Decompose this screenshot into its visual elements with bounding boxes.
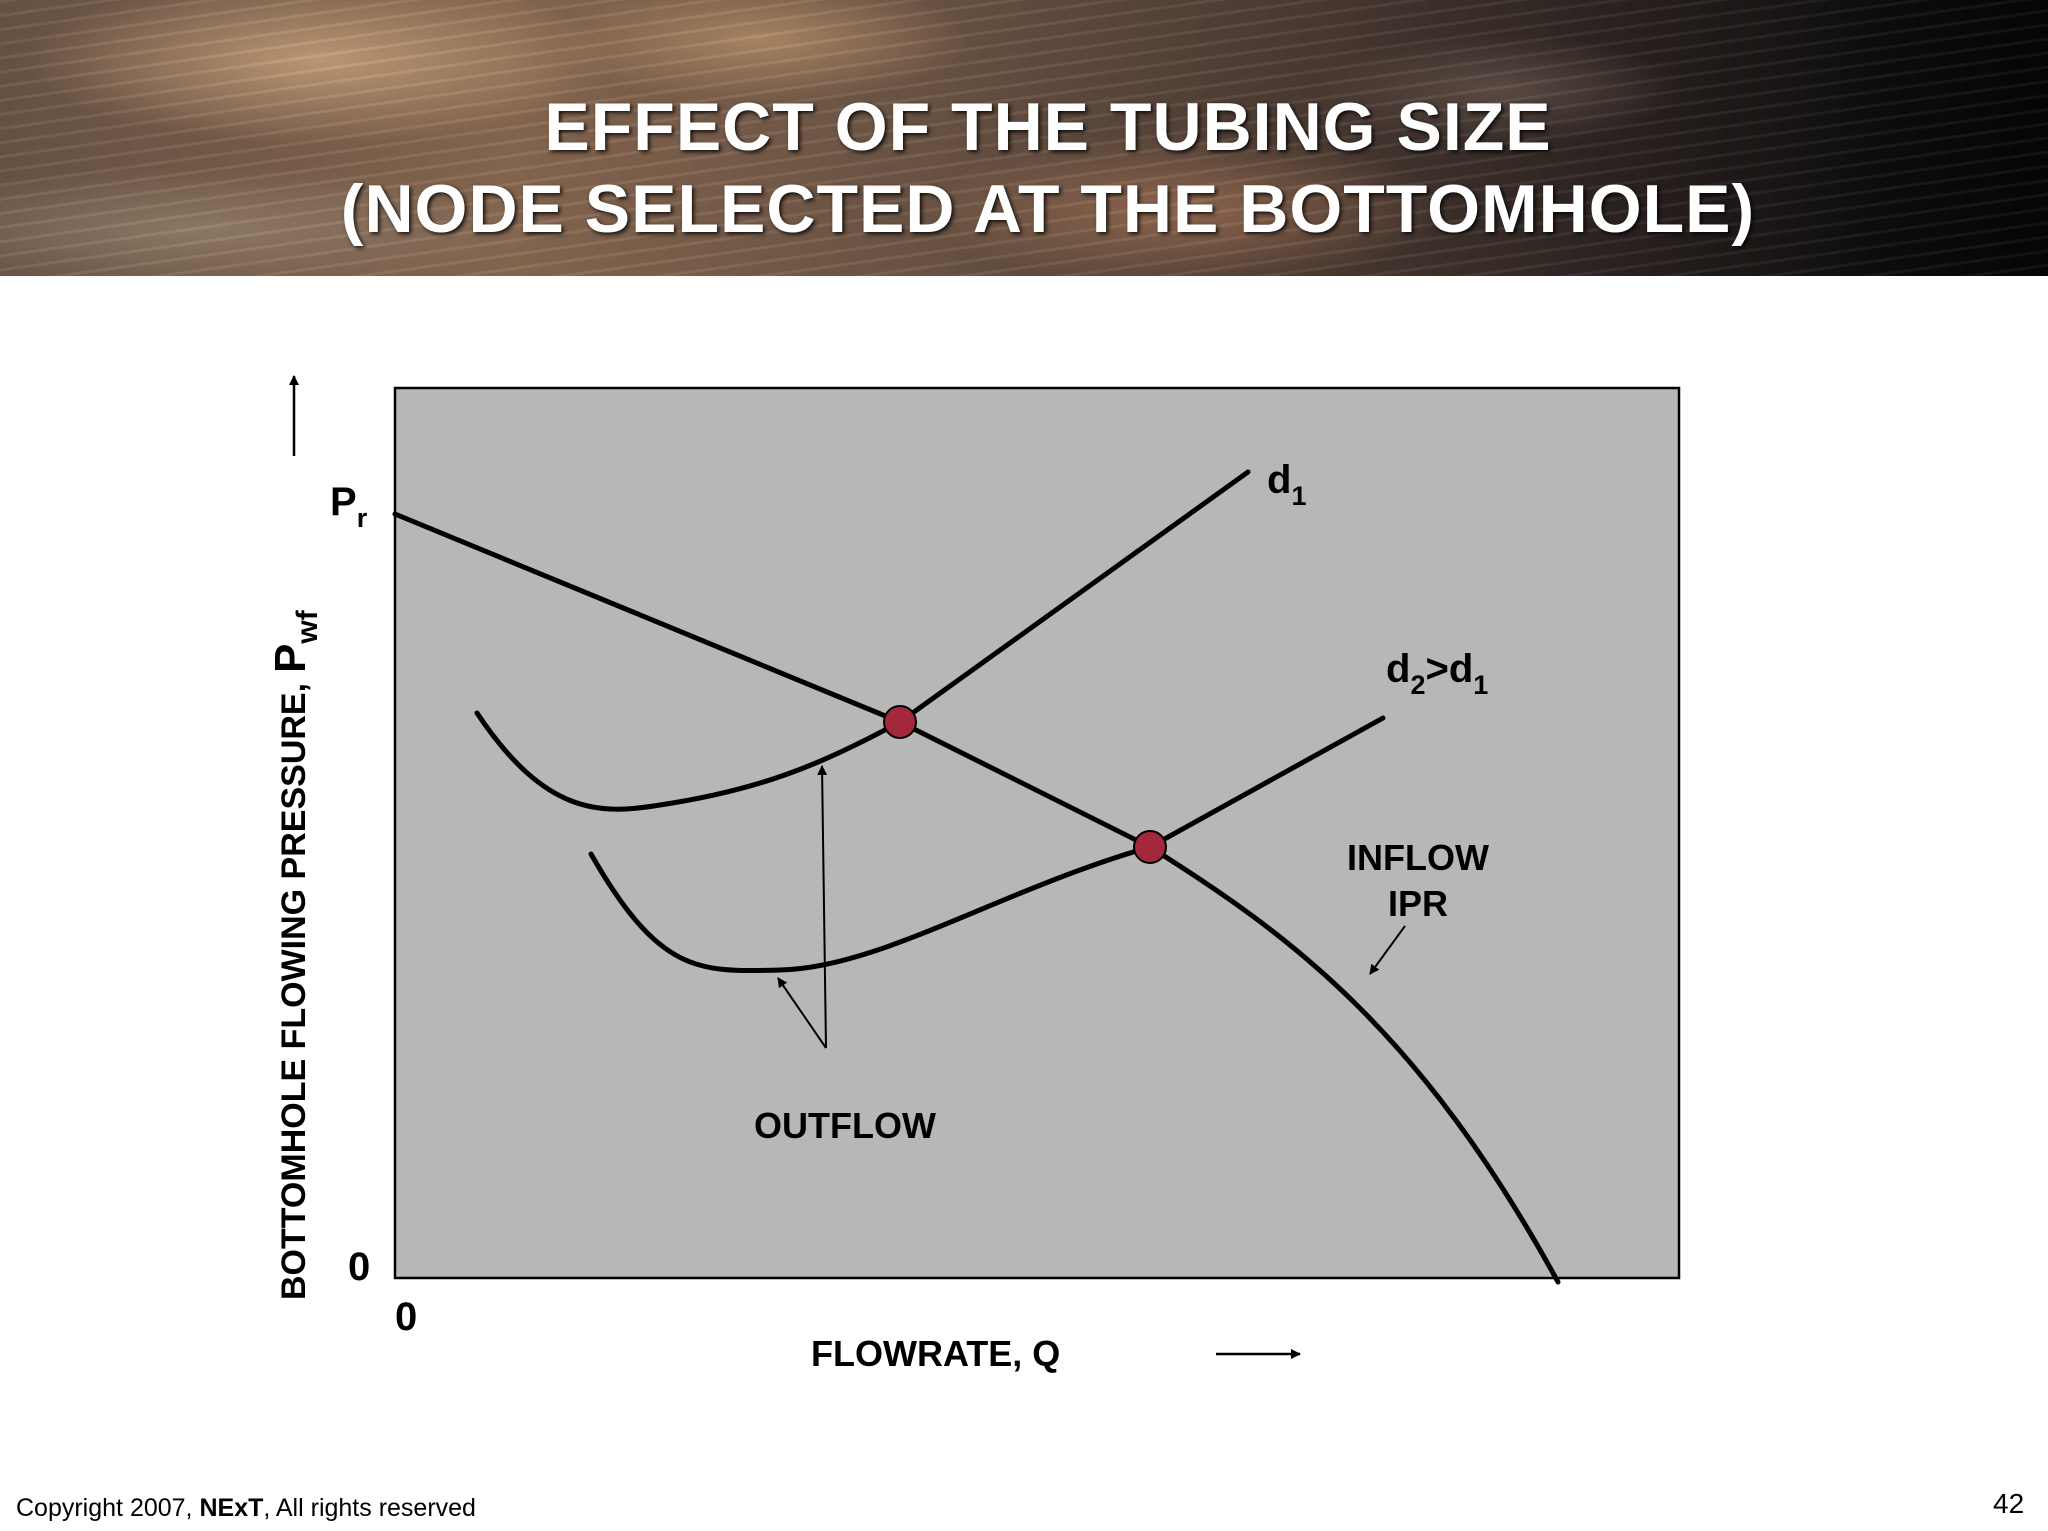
copyright-notice: Copyright 2007, NExT, All rights reserve… [16, 1494, 476, 1523]
slide-title-line-1: EFFECT OF THE TUBING SIZE [544, 89, 1552, 165]
x-axis-zero-label: 0 [395, 1295, 417, 1339]
banner-texture [0, 0, 2048, 276]
page-number: 42 [1993, 1488, 2025, 1519]
brand-logo-text: NExT [199, 1494, 264, 1522]
copyright-prefix: Copyright 2007, [16, 1494, 193, 1522]
plot-area [393, 386, 1681, 1280]
curve-d1-label: d1 [1267, 458, 1306, 511]
y-axis-zero-label: 0 [348, 1245, 370, 1289]
ipr-label: IPR [1388, 883, 1448, 924]
outflow-arrow-to-d1 [817, 765, 828, 1049]
outflow-arrow-to-d2 [777, 977, 827, 1049]
x-axis-label: FLOWRATE, Q [811, 1333, 1060, 1374]
curve-d2-label: d2>d1 [1386, 647, 1488, 700]
copyright-suffix: , All rights reserved [263, 1494, 476, 1522]
slide-title-line-2: (NODE SELECTED AT THE BOTTOMHOLE) [340, 171, 1756, 247]
inflow-arrow [1369, 925, 1406, 975]
header-banner [0, 0, 2048, 276]
outflow-label: OUTFLOW [754, 1105, 936, 1146]
outflow-curve-d1 [474, 469, 1251, 812]
y-axis-label: BOTTOMHOLE FLOWING PRESSURE,Pwf [266, 609, 324, 1300]
reservoir-pressure-label: Pr [330, 480, 368, 533]
intersection-point-d2 [1133, 830, 1167, 864]
inflow-label: INFLOW [1347, 837, 1489, 878]
intersection-point-d1 [883, 705, 917, 739]
outflow-curve-d2 [588, 715, 1386, 974]
inflow-ipr-curve [392, 511, 1561, 1285]
